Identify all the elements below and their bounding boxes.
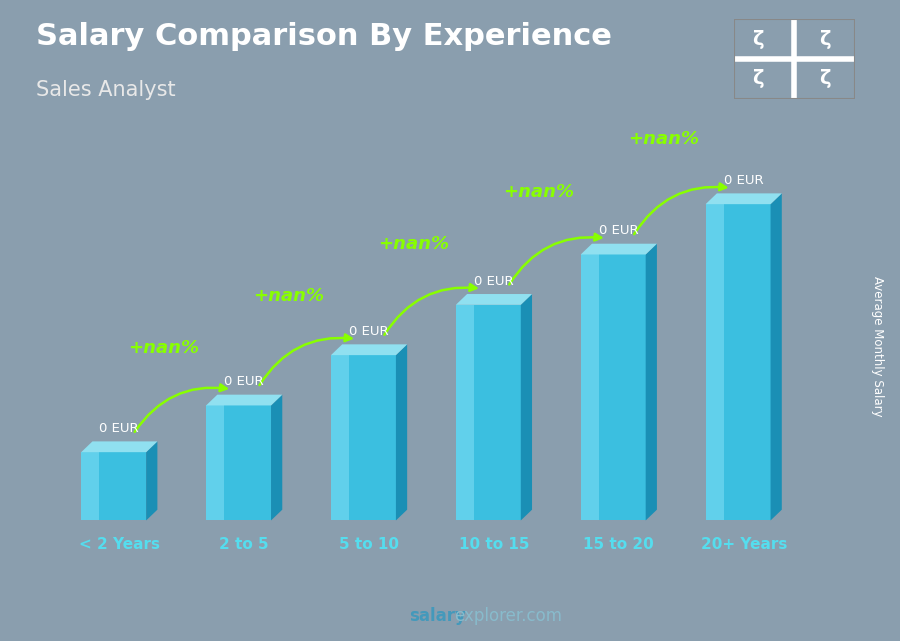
Polygon shape: [770, 194, 782, 520]
Polygon shape: [580, 244, 657, 254]
Bar: [456, 305, 521, 520]
Text: < 2 Years: < 2 Years: [79, 537, 160, 552]
Text: ζ: ζ: [819, 69, 831, 88]
Text: +nan%: +nan%: [253, 287, 324, 305]
Polygon shape: [271, 395, 283, 520]
Text: +nan%: +nan%: [128, 339, 199, 357]
Text: 20+ Years: 20+ Years: [700, 537, 787, 552]
Text: salary: salary: [410, 607, 466, 625]
Text: +nan%: +nan%: [503, 183, 574, 201]
Text: 0 EUR: 0 EUR: [349, 325, 389, 338]
Polygon shape: [206, 395, 283, 406]
Bar: [580, 254, 598, 520]
Text: +nan%: +nan%: [627, 131, 698, 149]
Text: 0 EUR: 0 EUR: [100, 422, 140, 435]
Text: Average Monthly Salary: Average Monthly Salary: [871, 276, 884, 417]
Polygon shape: [456, 294, 532, 305]
Polygon shape: [331, 344, 407, 355]
Text: 2 to 5: 2 to 5: [220, 537, 269, 552]
Bar: [81, 452, 146, 520]
Text: ζ: ζ: [819, 30, 831, 49]
Text: ζ: ζ: [752, 30, 763, 49]
Polygon shape: [146, 442, 158, 520]
Text: Salary Comparison By Experience: Salary Comparison By Experience: [36, 22, 612, 51]
Polygon shape: [645, 244, 657, 520]
Bar: [706, 204, 724, 520]
Text: 0 EUR: 0 EUR: [224, 375, 264, 388]
Text: ζ: ζ: [752, 69, 763, 88]
Polygon shape: [396, 344, 407, 520]
Text: +nan%: +nan%: [378, 235, 449, 253]
Text: 0 EUR: 0 EUR: [474, 274, 514, 288]
Bar: [580, 254, 645, 520]
Bar: [331, 355, 396, 520]
Polygon shape: [706, 194, 782, 204]
Text: 0 EUR: 0 EUR: [599, 224, 639, 237]
Bar: [206, 406, 224, 520]
Text: 15 to 20: 15 to 20: [583, 537, 654, 552]
Polygon shape: [81, 442, 158, 452]
Text: 10 to 15: 10 to 15: [459, 537, 529, 552]
Bar: [331, 355, 349, 520]
Text: 5 to 10: 5 to 10: [339, 537, 399, 552]
Text: 0 EUR: 0 EUR: [724, 174, 763, 187]
Text: explorer.com: explorer.com: [454, 607, 562, 625]
Bar: [81, 452, 99, 520]
Bar: [456, 305, 474, 520]
Text: Sales Analyst: Sales Analyst: [36, 80, 176, 100]
Bar: [706, 204, 770, 520]
Bar: [206, 406, 271, 520]
Polygon shape: [521, 294, 532, 520]
